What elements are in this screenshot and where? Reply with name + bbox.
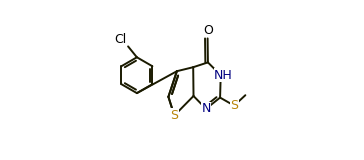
Text: NH: NH: [214, 69, 233, 82]
Text: S: S: [230, 99, 238, 112]
Text: Cl: Cl: [115, 33, 127, 46]
Text: O: O: [203, 24, 213, 37]
Text: N: N: [201, 102, 211, 115]
Text: S: S: [170, 109, 178, 122]
